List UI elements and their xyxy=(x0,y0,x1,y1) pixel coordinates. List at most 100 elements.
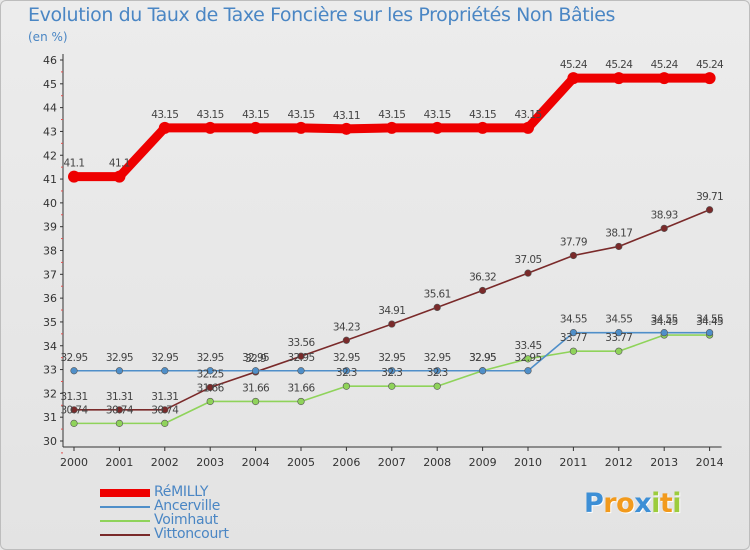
data-label: 45.24 xyxy=(696,59,724,71)
data-label: 31.66 xyxy=(287,382,315,394)
data-point xyxy=(161,367,169,375)
data-label: 32.9 xyxy=(245,353,266,365)
data-point xyxy=(161,419,169,427)
data-label: 32.95 xyxy=(469,352,496,364)
data-label: 32.3 xyxy=(427,367,448,379)
logo-letter: r xyxy=(603,488,617,519)
data-point xyxy=(115,406,123,414)
x-tick-label: 2014 xyxy=(696,456,724,469)
y-tick-label: 36 xyxy=(43,292,57,305)
data-label: 31.31 xyxy=(106,391,133,403)
y-tick-label: 43 xyxy=(43,125,57,138)
data-label: 41.1 xyxy=(109,158,130,170)
x-tick-label: 2007 xyxy=(378,456,406,469)
data-point xyxy=(388,367,396,375)
data-point xyxy=(569,347,578,355)
y-tick-label: 38 xyxy=(43,245,57,258)
legend-swatch-vittoncourt xyxy=(100,534,150,536)
data-point xyxy=(479,367,487,375)
data-point xyxy=(479,286,487,295)
data-label: 32.95 xyxy=(106,352,133,364)
data-point xyxy=(342,336,351,344)
data-point xyxy=(295,121,307,134)
data-label: 32.95 xyxy=(333,352,360,364)
y-tick-label: 35 xyxy=(43,316,57,329)
data-label: 31.66 xyxy=(242,382,270,394)
data-point xyxy=(385,121,398,134)
legend-label-voimhaut: Voimhaut xyxy=(154,512,218,528)
data-label: 43.15 xyxy=(287,109,314,121)
data-point xyxy=(340,122,353,135)
data-label: 33.77 xyxy=(605,332,632,344)
data-point xyxy=(297,397,305,406)
logo-letter: t xyxy=(659,488,673,519)
legend-label-remilly: RéMILLY xyxy=(154,484,209,500)
logo-letter: i xyxy=(651,488,660,519)
data-label: 32.25 xyxy=(197,368,224,380)
data-point xyxy=(433,367,441,375)
data-point xyxy=(158,121,171,134)
data-label: 43.11 xyxy=(333,110,360,122)
legend-swatch-ancerville xyxy=(100,506,150,508)
y-tick-label: 34 xyxy=(43,340,57,353)
y-unit-label: (en %) xyxy=(28,30,68,44)
x-tick-label: 2009 xyxy=(469,456,497,469)
logo-letter: P xyxy=(584,488,604,519)
data-point xyxy=(660,329,668,337)
legend-swatch-voimhaut xyxy=(100,520,150,522)
data-label: 34.55 xyxy=(651,314,678,326)
legend-label-ancerville: Ancerville xyxy=(154,498,221,514)
y-tick-label: 45 xyxy=(43,78,57,91)
data-point xyxy=(524,367,532,375)
data-label: 34.55 xyxy=(560,314,587,326)
data-point xyxy=(615,329,623,337)
data-label: 32.3 xyxy=(381,367,402,379)
data-point xyxy=(612,72,625,85)
data-point xyxy=(297,352,305,360)
data-point xyxy=(206,397,214,406)
data-label: 39.71 xyxy=(696,191,723,203)
data-point xyxy=(297,367,305,375)
axes: 30 31 32 33 34 35 36 37 38 39 40 41 42 43 44 45 46 2000 20… xyxy=(43,54,724,469)
y-tick-label: 44 xyxy=(43,102,57,115)
data-point xyxy=(388,382,396,390)
data-label: 37.79 xyxy=(560,237,587,249)
data-label: 33.45 xyxy=(514,340,541,352)
legend-label-vittoncourt: Vittoncourt xyxy=(154,526,229,542)
data-label: 34.45 xyxy=(651,316,678,328)
data-point xyxy=(249,121,262,134)
y-tick-label: 32 xyxy=(43,387,57,400)
data-point xyxy=(522,121,534,134)
y-tick-label: 33 xyxy=(43,364,57,377)
y-tick-label: 31 xyxy=(43,411,57,424)
x-tick-label: 2006 xyxy=(332,456,360,469)
data-label: 45.24 xyxy=(560,59,588,71)
y-tick-label: 37 xyxy=(43,268,57,281)
data-label: 30.74 xyxy=(106,404,134,416)
data-point xyxy=(113,170,126,183)
data-label: 41.1 xyxy=(64,158,85,170)
y-tick-label: 41 xyxy=(43,173,57,186)
data-point xyxy=(252,367,260,375)
data-point xyxy=(615,242,623,251)
x-tick-label: 2002 xyxy=(151,456,179,469)
x-tick-label: 2004 xyxy=(242,456,270,469)
data-label: 34.91 xyxy=(378,305,405,317)
data-label: 43.15 xyxy=(151,109,178,121)
chart-title: Evolution du Taux de Taxe Foncière sur l… xyxy=(28,4,616,26)
data-label: 34.55 xyxy=(696,314,723,326)
data-label: 37.05 xyxy=(514,254,541,266)
data-label: 45.24 xyxy=(605,59,633,71)
data-label: 43.15 xyxy=(242,109,269,121)
data-point xyxy=(569,251,578,260)
data-point xyxy=(660,224,668,232)
data-point xyxy=(342,367,351,375)
data-point xyxy=(115,419,123,427)
data-label: 31.31 xyxy=(60,391,87,403)
data-label: 43.15 xyxy=(514,109,541,121)
data-point xyxy=(115,367,123,375)
data-label: 36.32 xyxy=(469,272,496,284)
legend-swatch-remilly xyxy=(100,489,150,497)
